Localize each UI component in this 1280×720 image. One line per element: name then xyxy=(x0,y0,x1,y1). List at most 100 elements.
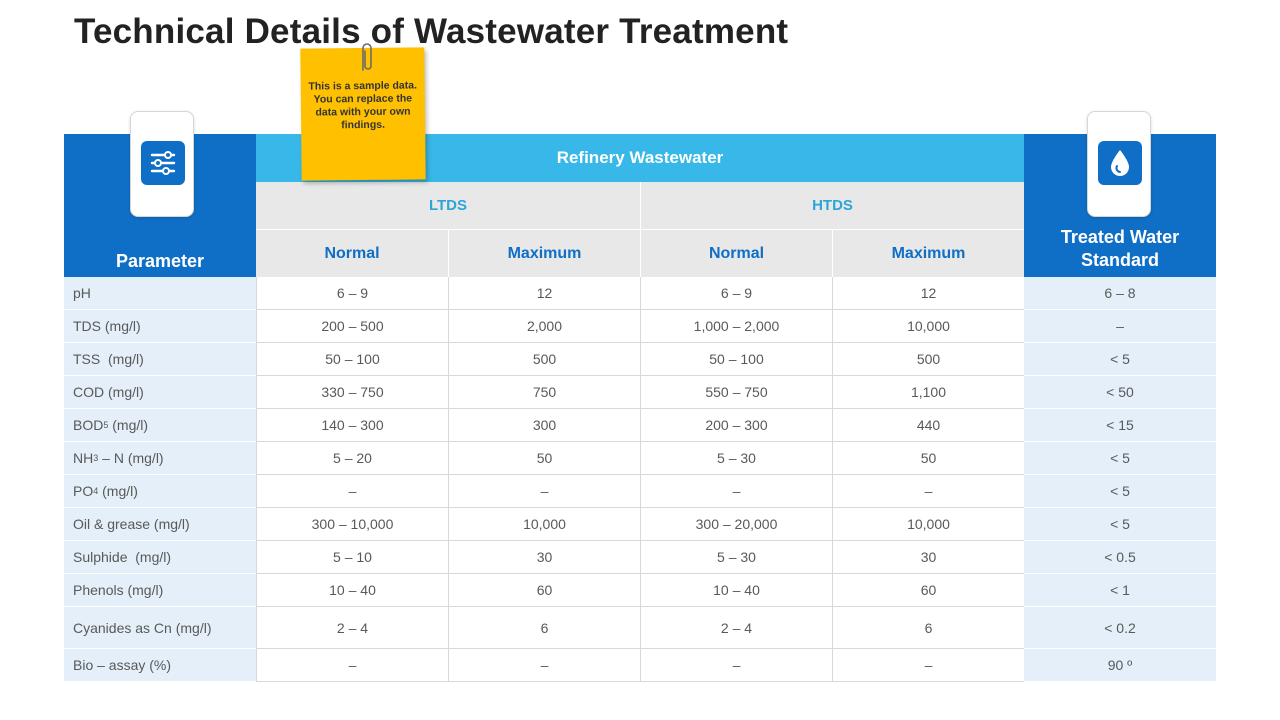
htds-normal-cell: 550 – 750 xyxy=(640,376,832,409)
parameter-cell: Oil & grease (mg/l) xyxy=(64,508,256,541)
sticky-note-text: This is a sample data. You can replace t… xyxy=(308,79,418,132)
table-row: BOD 5 (mg/l) 140 – 300 300 200 – 300 440 < 15 xyxy=(64,409,1216,442)
page-title: Technical Details of Wastewater Treatmen… xyxy=(74,12,789,51)
ltds-maximum-cell: 500 xyxy=(448,343,640,376)
standard-cell: < 1 xyxy=(1024,574,1216,607)
standard-cell: < 5 xyxy=(1024,508,1216,541)
table-row: TDS (mg/l) 200 – 500 2,000 1,000 – 2,000 10,… xyxy=(64,310,1216,343)
parameter-name: Sulphide (mg/l) xyxy=(73,549,172,565)
htds-header: HTDS xyxy=(640,182,1024,230)
ltds-normal-cell: 10 – 40 xyxy=(256,574,448,607)
parameter-unit: (mg/l) xyxy=(98,483,138,499)
htds-normal-cell: 5 – 30 xyxy=(640,442,832,475)
ltds-maximum-cell: – xyxy=(448,649,640,682)
htds-maximum-cell: 50 xyxy=(832,442,1024,475)
ltds-maximum-cell: 10,000 xyxy=(448,508,640,541)
htds-maximum-cell: – xyxy=(832,649,1024,682)
parameter-cell: TSS (mg/l) xyxy=(64,343,256,376)
ltds-maximum-cell: – xyxy=(448,475,640,508)
table-row: Bio – assay (%) – – – –90 º xyxy=(64,649,1216,682)
ltds-normal-cell: 140 – 300 xyxy=(256,409,448,442)
htds-maximum-cell: 60 xyxy=(832,574,1024,607)
table-row: Oil & grease (mg/l) 300 – 10,000 10,000 300… xyxy=(64,508,1216,541)
standard-cell: 6 – 8 xyxy=(1024,277,1216,310)
parameter-cell: PO 4 (mg/l) xyxy=(64,475,256,508)
htds-maximum-cell: 500 xyxy=(832,343,1024,376)
ltds-maximum-cell: 750 xyxy=(448,376,640,409)
htds-normal-cell: – xyxy=(640,649,832,682)
parameter-name: BOD xyxy=(73,417,104,433)
table-row: Phenols (mg/l) 10 – 40 60 10 – 40 60 < 1 xyxy=(64,574,1216,607)
ltds-normal-header: Normal xyxy=(256,230,448,277)
parameter-cell: TDS (mg/l) xyxy=(64,310,256,343)
sliders-icon xyxy=(141,141,185,185)
ltds-header: LTDS xyxy=(256,182,640,230)
ltds-normal-cell: 5 – 20 xyxy=(256,442,448,475)
ltds-maximum-cell: 6 xyxy=(448,607,640,649)
paperclip-icon xyxy=(362,43,372,71)
standard-cell: < 5 xyxy=(1024,442,1216,475)
standard-cell: < 5 xyxy=(1024,343,1216,376)
htds-maximum-cell: 12 xyxy=(832,277,1024,310)
standard-cell: < 5 xyxy=(1024,475,1216,508)
htds-normal-cell: 10 – 40 xyxy=(640,574,832,607)
table-row: NH 3 – N (mg/l) 5 – 20 50 5 – 30 50 < 5 xyxy=(64,442,1216,475)
htds-normal-header: Normal xyxy=(640,230,832,277)
ltds-maximum-cell: 2,000 xyxy=(448,310,640,343)
parameter-name: PO xyxy=(73,483,94,499)
parameter-name: TSS (mg/l) xyxy=(73,351,144,367)
htds-normal-cell: 300 – 20,000 xyxy=(640,508,832,541)
htds-maximum-cell: 30 xyxy=(832,541,1024,574)
ltds-normal-cell: 330 – 750 xyxy=(256,376,448,409)
parameter-name: Bio – assay (%) xyxy=(73,657,172,673)
ltds-maximum-header: Maximum xyxy=(448,230,640,277)
htds-normal-cell: – xyxy=(640,475,832,508)
standard-icon-card xyxy=(1087,111,1151,217)
ltds-normal-cell: – xyxy=(256,649,448,682)
parameter-name: Cyanides as Cn (mg/l) xyxy=(73,619,212,636)
ltds-normal-cell: 300 – 10,000 xyxy=(256,508,448,541)
ltds-normal-cell: 6 – 9 xyxy=(256,277,448,310)
htds-maximum-header: Maximum xyxy=(832,230,1024,277)
ltds-normal-cell: 50 – 100 xyxy=(256,343,448,376)
htds-normal-cell: 50 – 100 xyxy=(640,343,832,376)
ltds-maximum-cell: 12 xyxy=(448,277,640,310)
standard-cell: < 15 xyxy=(1024,409,1216,442)
htds-normal-cell: 6 – 9 xyxy=(640,277,832,310)
parameter-cell: NH 3 – N (mg/l) xyxy=(64,442,256,475)
htds-maximum-cell: 10,000 xyxy=(832,310,1024,343)
table-row: TSS (mg/l) 50 – 100 500 50 – 100 500 < 5 xyxy=(64,343,1216,376)
htds-normal-cell: 200 – 300 xyxy=(640,409,832,442)
parameter-name: NH xyxy=(73,450,94,466)
standard-cell: < 0.2 xyxy=(1024,607,1216,649)
parameter-name: Oil & grease (mg/l) xyxy=(73,516,190,532)
htds-normal-cell: 2 – 4 xyxy=(640,607,832,649)
parameter-cell: pH xyxy=(64,277,256,310)
parameter-name: COD (mg/l) xyxy=(73,384,144,400)
treated-water-standard-label: Treated Water Standard xyxy=(1060,227,1180,270)
parameter-header-label: Parameter xyxy=(115,251,205,271)
parameter-unit: – N (mg/l) xyxy=(98,450,164,466)
parameter-icon-card xyxy=(130,111,194,217)
htds-maximum-cell: 440 xyxy=(832,409,1024,442)
table-row: COD (mg/l) 330 – 750 750 550 – 750 1,100 < 50 xyxy=(64,376,1216,409)
treated-water-standard-header: Treated Water Standard xyxy=(1024,134,1216,277)
ltds-normal-cell: – xyxy=(256,475,448,508)
parameter-name: pH xyxy=(73,285,91,301)
standard-cell: < 50 xyxy=(1024,376,1216,409)
htds-maximum-cell: 1,100 xyxy=(832,376,1024,409)
parameter-cell: Sulphide (mg/l) xyxy=(64,541,256,574)
parameter-subscript: 4 xyxy=(93,486,99,496)
standard-cell: 90 º xyxy=(1024,649,1216,682)
ltds-maximum-cell: 60 xyxy=(448,574,640,607)
parameter-name: Phenols (mg/l) xyxy=(73,582,164,598)
parameter-cell: Cyanides as Cn (mg/l) xyxy=(64,607,256,649)
ltds-normal-cell: 2 – 4 xyxy=(256,607,448,649)
table-row: Sulphide (mg/l) 5 – 10 30 5 – 30 30 < 0.5 xyxy=(64,541,1216,574)
water-drop-icon xyxy=(1098,141,1142,185)
parameter-subscript: 5 xyxy=(103,420,109,430)
ltds-normal-cell: 5 – 10 xyxy=(256,541,448,574)
htds-maximum-cell: 6 xyxy=(832,607,1024,649)
parameter-name: TDS (mg/l) xyxy=(73,318,141,334)
